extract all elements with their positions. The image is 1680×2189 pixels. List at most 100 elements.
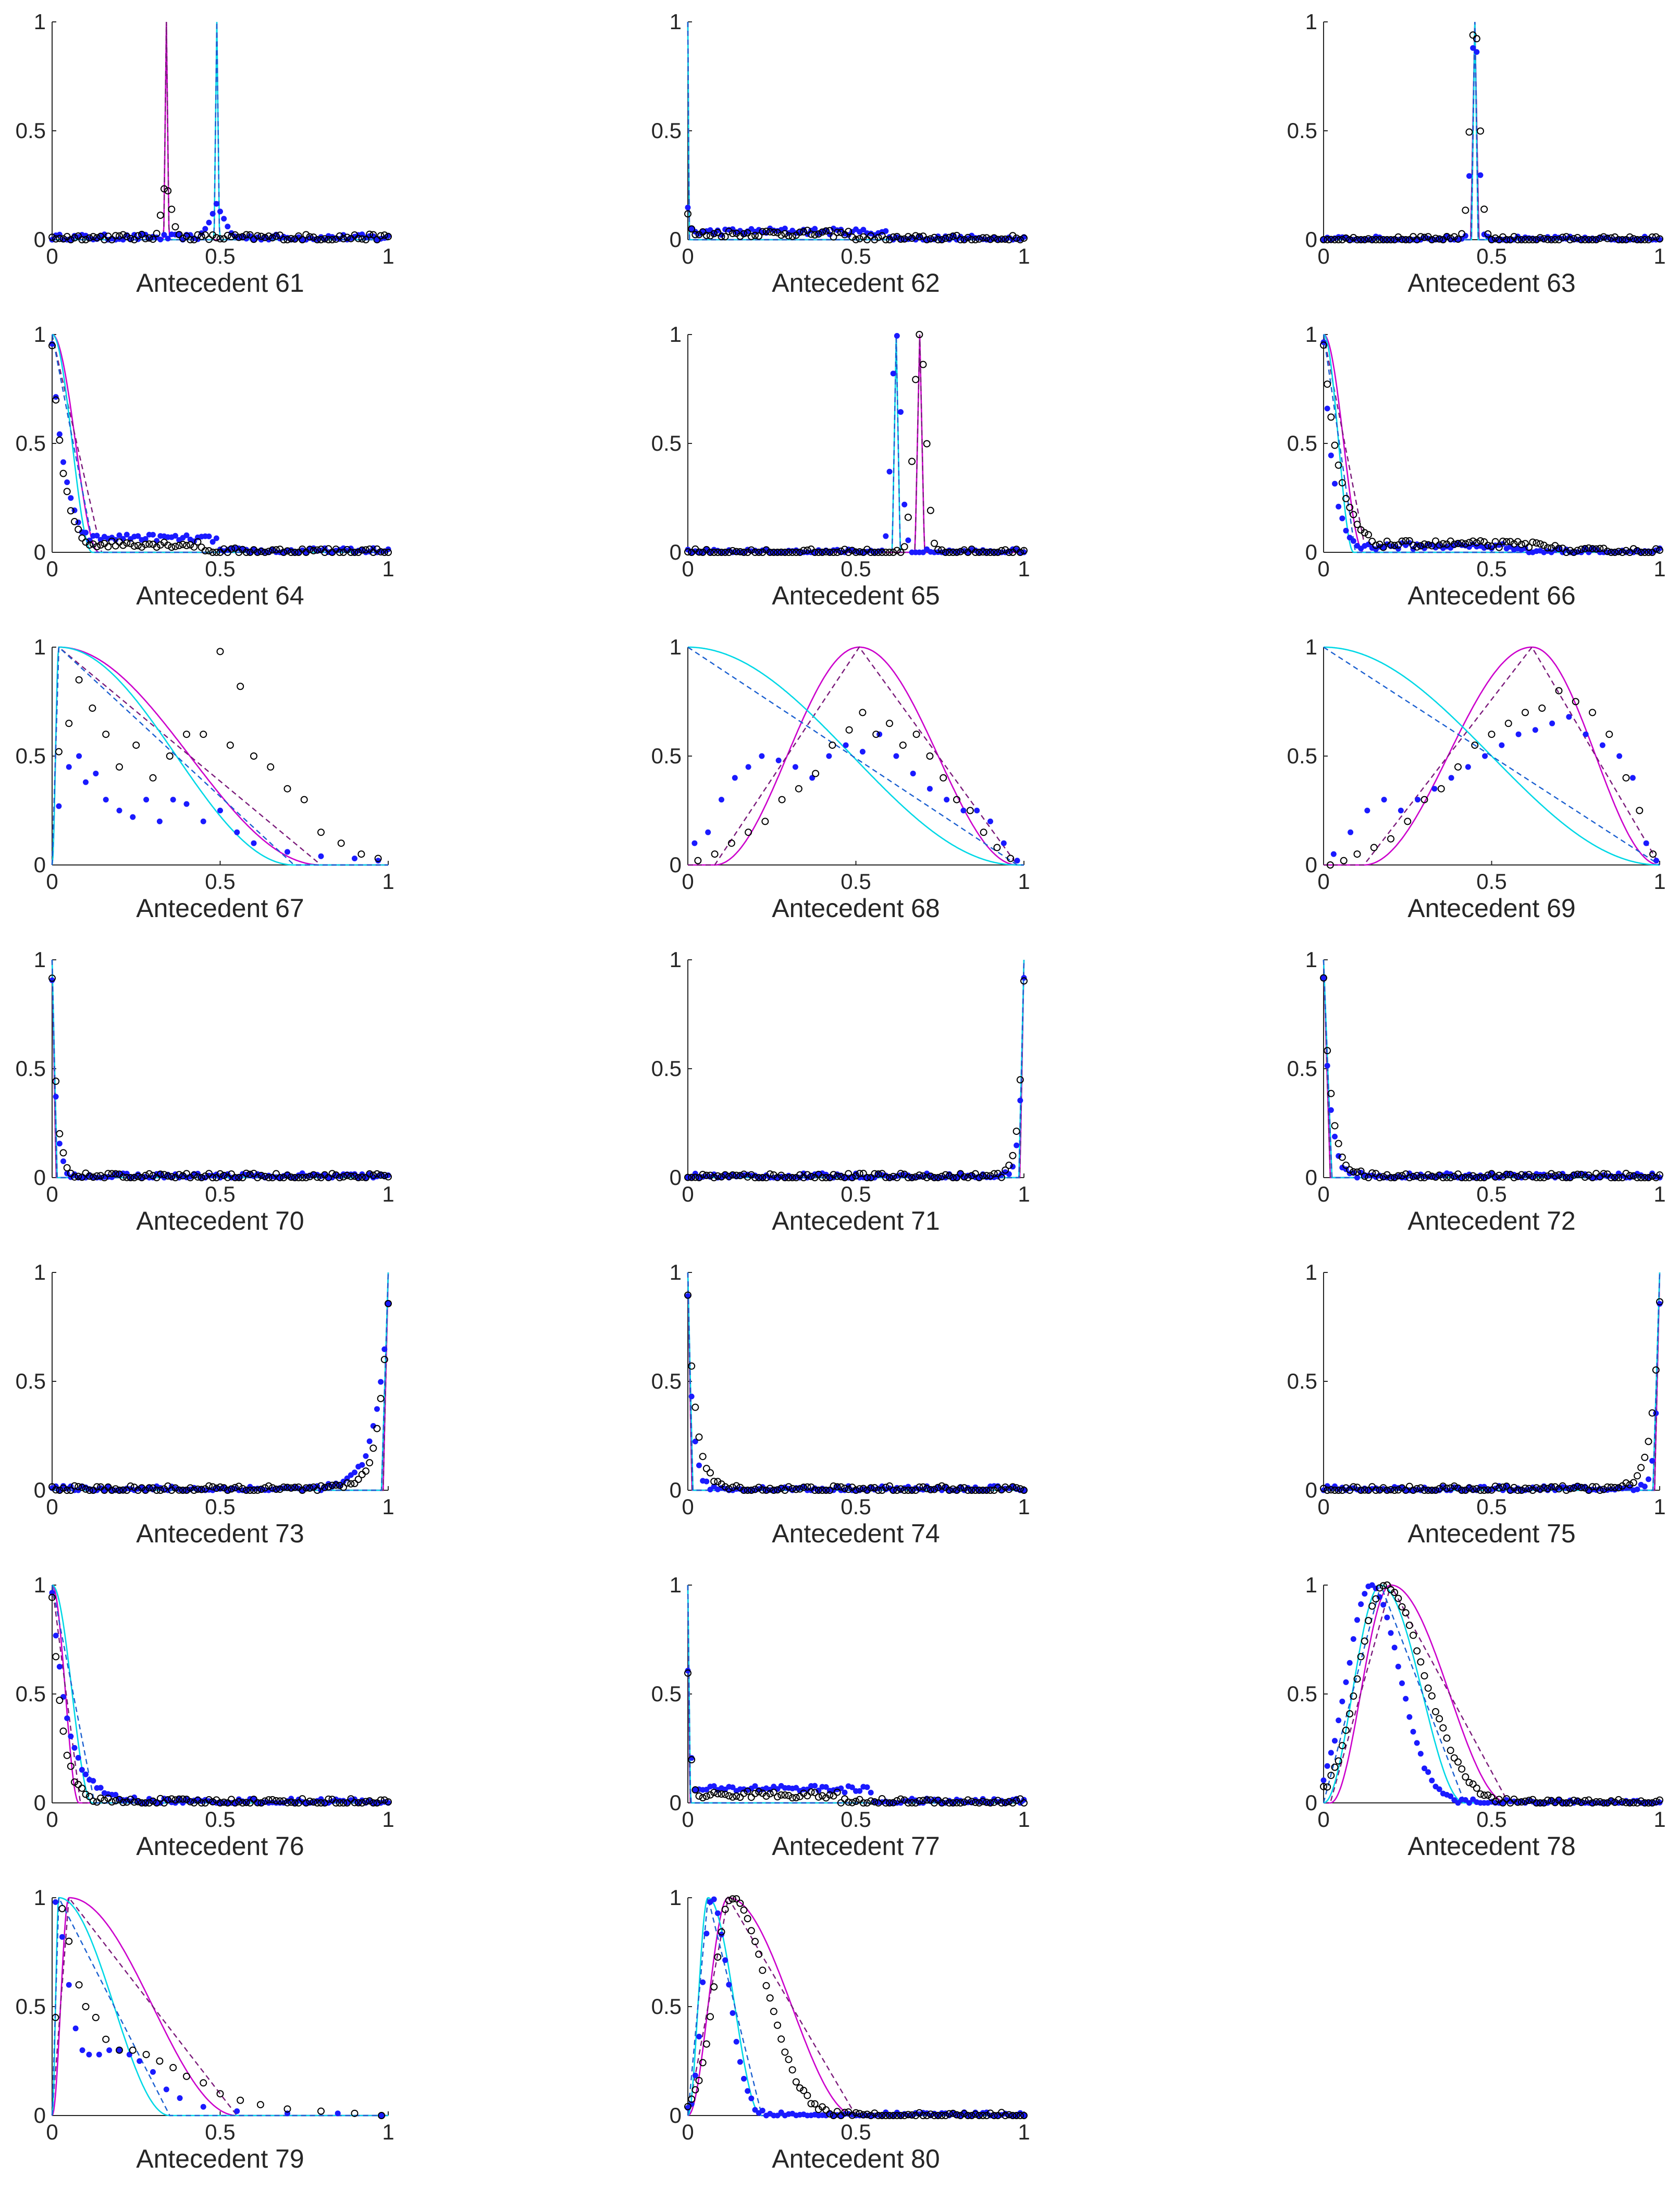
blue-dot-point [1320,974,1327,981]
black-circle-point [814,1487,822,1494]
black-circle-point [231,1799,239,1807]
black-circle-point [1522,709,1529,716]
blue-dot-point [56,1664,63,1670]
black-circle-point [908,1799,916,1807]
blue-dot-point [711,1896,717,1902]
black-circle-point [707,1791,714,1799]
black-circle-point [283,785,291,793]
black-circle-point [373,1170,381,1178]
black-circle-point [1585,544,1592,552]
black-circle-point [688,1756,696,1764]
blue-dot-point [156,818,163,824]
black-circle-point [1637,1464,1645,1471]
black-circle-point [268,234,276,242]
black-circle-point [874,1170,882,1178]
black-circle-point [1005,1486,1013,1493]
black-circle-point [302,1799,310,1807]
blue-dot-point [116,532,122,538]
y-tick-label: 0.5 [1287,744,1317,768]
black-circle-point [788,549,796,556]
black-circle-point [209,1483,217,1491]
black-circle-point [852,1172,860,1180]
black-circle-point [235,1798,243,1805]
black-circle-point [953,1174,960,1181]
black-circle-point [878,1795,886,1803]
y-tick-label: 0.5 [651,1994,682,2019]
black-circle-point [841,1174,848,1181]
black-circle-point [1413,1172,1421,1180]
black-circle-point [1361,1637,1368,1645]
black-circle-point [1372,236,1380,243]
black-circle-point [684,1669,691,1677]
black-circle-point [833,1483,841,1491]
black-circle-point [197,1486,205,1493]
black-circle-point [351,1480,359,1488]
blue-dot-point [1336,1153,1342,1159]
black-circle-point [938,546,946,554]
black-circle-point [257,1486,265,1493]
black-circle-point [194,231,202,239]
black-circle-point [123,1173,131,1181]
black-circle-point [1417,1658,1425,1666]
black-circle-point [762,1792,770,1800]
black-circle-point [295,1174,302,1181]
black-circle-point [919,1172,927,1180]
black-circle-point [380,231,388,239]
black-circle-point [1506,538,1514,546]
black-circle-point [740,230,748,238]
black-circle-point [197,1799,205,1807]
black-circle-point [183,2072,190,2080]
black-circle-point [702,1465,710,1473]
black-circle-point [822,1174,830,1181]
black-circle-point [986,2109,994,2117]
black-circle-point [826,1791,834,1799]
black-circle-point [983,1172,991,1180]
blue-dot-point [792,764,798,770]
black-circle-point [699,2059,707,2067]
magenta-solid-curve [687,21,1024,241]
black-circle-point [953,796,960,803]
black-circle-point [1338,1153,1346,1161]
black-circle-point [1536,540,1544,548]
black-circle-point [714,549,722,556]
black-circle-point [994,549,1002,556]
black-circle-point [82,236,90,243]
black-circle-point [156,212,164,219]
black-circle-point [313,1799,321,1807]
black-circle-point [695,1792,703,1800]
x-tick-label: 1 [1018,869,1030,894]
blue-dot-point [375,858,381,864]
black-circle-point [369,1799,377,1807]
black-circle-point [979,234,987,242]
black-circle-point [287,1484,295,1492]
black-circle-point [1379,1582,1387,1590]
black-circle-point [919,361,927,368]
black-circle-point [237,2096,244,2104]
black-circle-point [1615,1484,1623,1492]
black-circle-point [1622,1799,1630,1807]
black-circle-point [1462,1773,1469,1781]
x-tick-label: 0 [1317,1807,1329,1832]
black-circle-point [1002,236,1009,243]
black-circle-point [1559,1799,1566,1807]
y-tick-label: 0.5 [1287,1056,1317,1081]
y-tick-label: 0.5 [651,1369,682,1393]
black-circle-point [882,1173,890,1181]
magenta-solid-curve [52,1584,388,1804]
black-circle-point [1376,1174,1383,1181]
black-circle-point [945,1172,953,1180]
black-circle-point [119,1173,127,1181]
black-circle-point [867,1797,875,1805]
black-circle-point [841,1485,848,1492]
black-circle-point [1346,503,1354,511]
x-tick-label: 0.5 [1476,869,1506,894]
black-circle-point [1398,236,1406,243]
black-circle-point [912,1799,920,1807]
black-circle-point [830,1792,837,1800]
black-circle-point [721,1483,729,1491]
black-circle-point [119,1486,127,1494]
black-circle-point [871,2109,879,2117]
black-circle-point [1566,1174,1574,1181]
